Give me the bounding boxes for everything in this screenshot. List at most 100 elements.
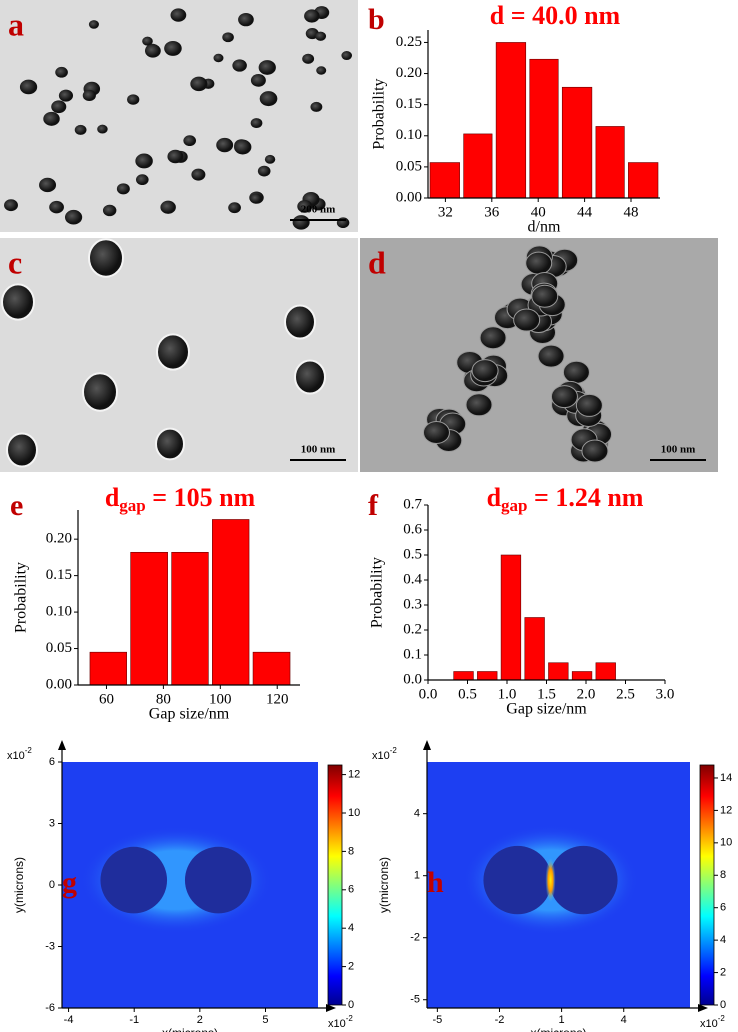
bar xyxy=(212,519,250,686)
x-tick-label: -5 xyxy=(432,1014,442,1026)
nanoparticle xyxy=(258,60,276,75)
nanoparticle xyxy=(142,36,153,46)
x-arrow xyxy=(326,1004,336,1012)
particle xyxy=(100,846,168,914)
particle xyxy=(483,845,552,915)
colorbar-tick-label: 4 xyxy=(348,922,354,934)
exponent-power: -2 xyxy=(718,1014,726,1023)
nanoparticle xyxy=(310,101,323,112)
y-tick-label: -6 xyxy=(45,1002,55,1014)
nanoparticle xyxy=(315,31,327,41)
title-subscript: gap xyxy=(119,496,145,515)
nanoparticle xyxy=(531,284,559,308)
colorbar-tick-label: 0 xyxy=(720,999,726,1011)
colorbar xyxy=(327,764,343,1006)
x-axis-label: x(microns) xyxy=(162,1026,218,1032)
scale-bar-label: 100 nm xyxy=(301,444,336,456)
chart-title: d = 40.0 nm xyxy=(490,1,621,30)
panel-label: h xyxy=(427,866,444,899)
panel-label: e xyxy=(10,489,23,522)
nanoparticle xyxy=(135,174,149,186)
nanoparticle xyxy=(562,360,590,384)
nanoparticle xyxy=(167,149,184,164)
x-tick-label: 60 xyxy=(99,691,114,707)
bar xyxy=(89,651,127,686)
nanoparticle xyxy=(259,91,278,107)
nanoparticle xyxy=(135,153,153,169)
nanoparticle xyxy=(64,209,83,225)
x-arrow xyxy=(698,1004,708,1012)
nanoparticle xyxy=(160,200,176,214)
bar xyxy=(595,662,616,681)
x-axis-label: Gap size/nm xyxy=(506,701,587,718)
y-tick-label: 0.15 xyxy=(46,567,72,583)
nanoparticle xyxy=(238,12,254,27)
bar xyxy=(171,551,209,686)
panel-label: d xyxy=(368,244,386,280)
colorbar-tick-label: 2 xyxy=(348,961,354,973)
hot-spot xyxy=(545,858,556,903)
x-tick-label: 3.0 xyxy=(656,686,675,702)
title-subscript: gap xyxy=(501,496,527,515)
y-tick-label: 0.0 xyxy=(403,671,422,687)
x-axis-label: Gap size/nm xyxy=(149,706,230,723)
y-tick-label: 0.10 xyxy=(46,604,72,620)
nanoparticle xyxy=(465,393,493,417)
nanoparticle xyxy=(284,304,316,340)
bar xyxy=(463,133,493,199)
y-tick-label: 0.1 xyxy=(403,646,422,662)
nanoparticle xyxy=(127,94,140,105)
nanoparticle xyxy=(537,344,565,368)
exponent-power: -2 xyxy=(390,746,398,755)
bar xyxy=(252,651,291,686)
y-tick-label: 4 xyxy=(414,808,420,820)
nanoparticle xyxy=(49,200,64,214)
nanoparticle xyxy=(183,135,197,147)
nanoparticle xyxy=(257,165,271,177)
nanoparticle xyxy=(250,74,266,87)
panel-label: a xyxy=(8,6,24,42)
y-tick-label: 0.6 xyxy=(403,521,422,537)
bar xyxy=(453,671,474,681)
nanoparticle xyxy=(82,89,96,102)
nanoparticle xyxy=(249,193,262,204)
x-tick-label: 5 xyxy=(262,1014,268,1026)
nanoparticle xyxy=(292,215,310,230)
x-exponent: x10-2 xyxy=(700,1014,725,1030)
nanoparticle xyxy=(155,427,185,461)
y-axis-label: Probability xyxy=(369,557,386,628)
nanoparticle xyxy=(525,251,553,275)
bar xyxy=(524,617,545,681)
nanoparticle xyxy=(170,8,187,22)
y-tick-label: -5 xyxy=(410,994,420,1006)
y-exponent: x10-2 xyxy=(7,746,32,762)
y-tick-label: 0.2 xyxy=(403,621,422,637)
nanoparticle xyxy=(88,238,124,278)
nanoparticle xyxy=(232,59,247,72)
bar xyxy=(477,671,498,681)
y-tick-label: 0.10 xyxy=(396,127,422,143)
y-tick-label: 0.20 xyxy=(46,531,72,547)
x-tick-label: 100 xyxy=(209,691,232,707)
nanoparticle xyxy=(144,44,161,58)
tem-image xyxy=(0,0,358,232)
nanoparticle xyxy=(550,385,578,409)
nanoparticle xyxy=(304,9,320,23)
x-tick-label: 4 xyxy=(621,1014,627,1026)
exponent-power: -2 xyxy=(25,746,33,755)
y-axis-label: y(microns) xyxy=(377,857,391,913)
nanoparticle xyxy=(4,199,18,212)
bar xyxy=(561,86,593,199)
y-tick-label: 1 xyxy=(414,870,420,882)
nanoparticle xyxy=(6,432,38,468)
nanoparticle xyxy=(156,333,190,371)
y-tick-label: 3 xyxy=(49,817,55,829)
panel-label: c xyxy=(8,244,22,280)
nanoparticle xyxy=(88,20,99,29)
nanoparticle xyxy=(213,53,224,63)
y-tick-label: 6 xyxy=(49,756,55,768)
nanoparticle xyxy=(264,154,276,164)
colorbar-tick-label: 6 xyxy=(720,902,726,914)
colorbar-tick-label: 14 xyxy=(720,772,732,784)
